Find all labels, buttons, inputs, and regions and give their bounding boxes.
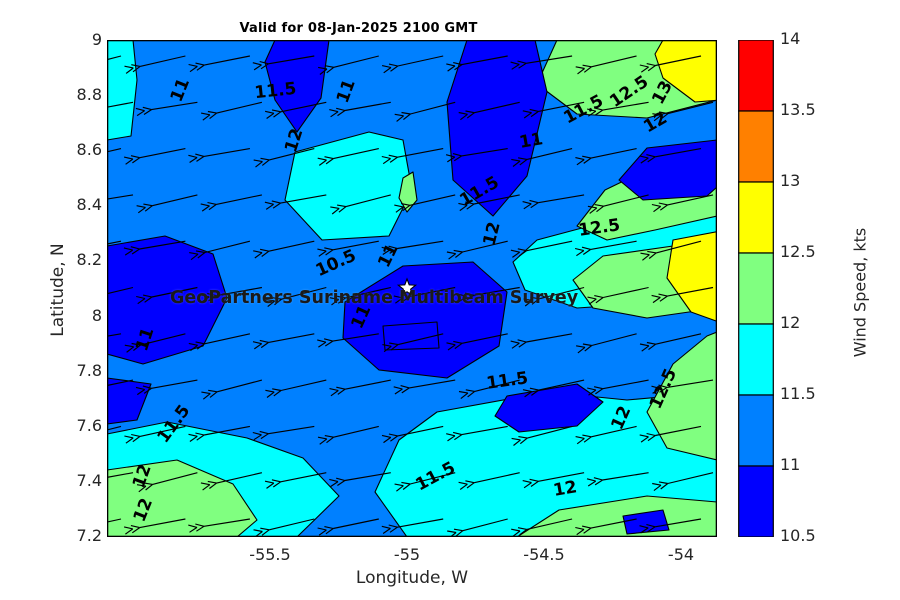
y-axis-label: Latitude, N	[48, 243, 68, 337]
contour-label: 11	[518, 129, 545, 153]
x-axis-label: Longitude, W	[355, 568, 469, 588]
y-tick-label: 7.4	[76, 470, 102, 490]
colorbar-tick-label: 14	[780, 29, 801, 48]
colorbar[interactable]	[738, 40, 774, 537]
x-tick-label: -54	[667, 545, 695, 564]
y-tick-label: 8.6	[76, 140, 102, 160]
y-tick-label: 7.8	[76, 360, 102, 380]
colorbar-tick-label: 11	[780, 455, 801, 474]
contour-label: 12	[552, 477, 579, 501]
y-tick-label: 7.2	[76, 526, 102, 545]
colorbar-tick-label: 10.5	[780, 526, 816, 545]
y-tick-label: 8.8	[76, 85, 102, 105]
contour-label: 11.5	[254, 79, 298, 103]
colorbar-tick-label: 11.5	[780, 384, 816, 403]
contour-plot[interactable]: 11 11.5 11 12 11 11.5 12.5 13 12 11.5 12 12.5 10.5 11…	[107, 40, 717, 537]
x-tick-label: -54.5	[523, 545, 565, 564]
site-annotation: GeoPartners Suriname Multibeam Survey	[170, 288, 579, 308]
x-tick-label: -55.5	[249, 545, 291, 564]
colorbar-svg	[738, 40, 774, 537]
colorbar-ticks: 14 13.5 13 12.5 12 11.5 11 10.5	[780, 29, 840, 545]
colorbar-tick-label: 12.5	[780, 242, 816, 261]
y-tick-label: 8	[91, 305, 102, 325]
y-tick-label: 8.4	[76, 195, 102, 215]
colorbar-label: Wind Speed, kts	[850, 227, 870, 358]
y-tick-label: 8.2	[76, 250, 102, 270]
plot-border	[107, 40, 717, 537]
site-star-marker	[396, 277, 418, 297]
chart-title: Valid for 08-Jan-2025 2100 GMT	[239, 21, 478, 36]
colorbar-tick-label: 12	[780, 313, 801, 332]
colorbar-tick-label: 13.5	[780, 100, 816, 119]
x-axis-ticks: -55.5 -55 -54.5 -54	[107, 541, 717, 571]
wind-vectors	[107, 55, 714, 537]
y-axis-ticks: 9 8.8 8.6 8.4 8.2 8 7.8 7.6 7.4 7.2	[46, 30, 102, 545]
y-tick-label: 9	[91, 30, 102, 49]
x-tick-label: -55	[393, 545, 421, 564]
y-tick-label: 7.6	[76, 415, 102, 435]
colorbar-tick-label: 13	[780, 171, 801, 190]
